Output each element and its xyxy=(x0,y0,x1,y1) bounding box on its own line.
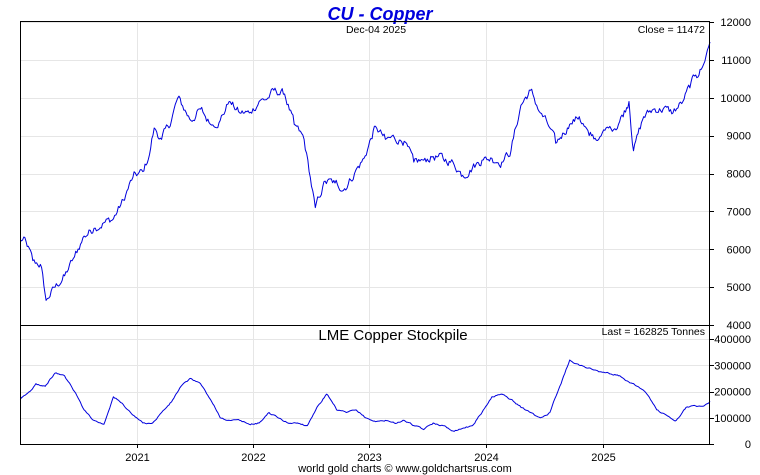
y-tick-label: 200000 xyxy=(714,387,751,399)
stockpile-last-label: Last = 162825 Tonnes xyxy=(602,326,705,338)
y-tick-label: 8000 xyxy=(727,169,751,181)
plot-frame xyxy=(20,21,710,445)
y-tick-label: 11000 xyxy=(721,55,751,67)
close-label: Close = 11472 xyxy=(638,24,705,36)
x-tick-label: 2024 xyxy=(474,452,498,464)
x-tick-label: 2022 xyxy=(241,452,265,464)
x-tick-label: 2021 xyxy=(125,452,149,464)
y-tick-label: 300000 xyxy=(714,360,751,372)
x-tick-label: 2023 xyxy=(357,452,381,464)
y-tick-label: 100000 xyxy=(714,413,751,425)
copper-price-line xyxy=(19,41,711,301)
y-tick-label: 9000 xyxy=(727,131,751,143)
stockpile-line xyxy=(19,359,711,432)
y-tick-labels: 4000 5000 6000 7000 8000 9000 10000 11000 12000 0… xyxy=(710,17,751,451)
grid-lines xyxy=(20,22,710,445)
y-tick-label: 10000 xyxy=(720,93,751,105)
y-tick-label: 4000 xyxy=(727,320,751,332)
series-layer xyxy=(19,41,711,432)
y-tick-label: 7000 xyxy=(727,206,751,218)
x-tick-label: 2025 xyxy=(591,452,615,464)
y-tick-label: 0 xyxy=(745,439,751,451)
y-tick-label: 5000 xyxy=(727,282,751,294)
stockpile-title: LME Copper Stockpile xyxy=(318,327,467,344)
y-tick-label: 400000 xyxy=(714,334,751,346)
footer-credit: world gold charts © www.goldchartsrus.co… xyxy=(297,463,512,475)
chart-title: CU - Copper xyxy=(328,4,434,24)
date-label: Dec-04 2025 xyxy=(346,24,406,36)
y-tick-label: 6000 xyxy=(727,244,751,256)
y-tick-label: 12000 xyxy=(720,17,751,29)
x-tick-labels: 2021 2022 2023 2024 2025 xyxy=(125,444,616,464)
